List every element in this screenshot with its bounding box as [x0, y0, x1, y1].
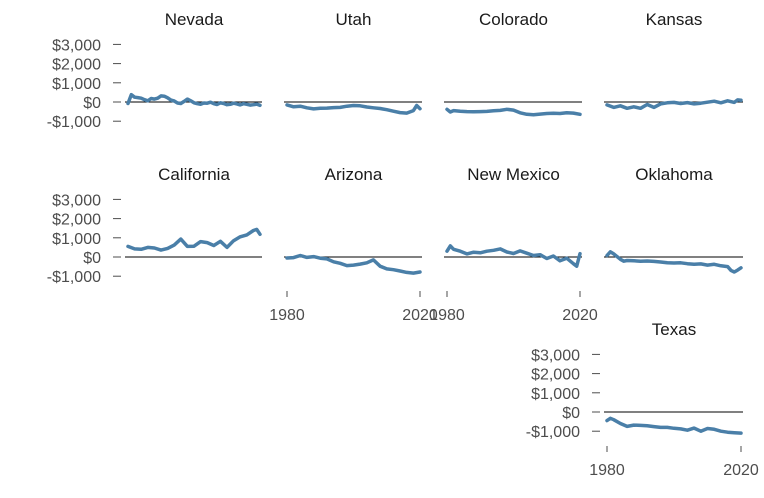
y-tick-label: $1,000 — [52, 76, 101, 93]
panel-title-texas: Texas — [652, 320, 696, 339]
panel-utah: Utah — [284, 10, 422, 115]
panel-title-colorado: Colorado — [479, 10, 548, 29]
y-tick-label: $1,000 — [52, 231, 101, 248]
x-tick-label: 1980 — [429, 307, 465, 324]
series-line-new-mexico — [445, 244, 582, 268]
panel-texas: Texas $3,000 $2,000 $1,000 $0 -$1,000 1980 2020 — [526, 320, 759, 479]
y-tick-label: $2,000 — [52, 212, 101, 229]
panel-california: California $3,000 $2,000 $1,000 $0 -$1,000 — [47, 165, 262, 286]
series-line-texas — [605, 416, 743, 435]
y-tick-label: -$1,000 — [526, 424, 580, 441]
series-line-oklahoma — [605, 250, 743, 274]
y-tick-label: $2,000 — [52, 57, 101, 74]
panel-title-nevada: Nevada — [165, 10, 224, 29]
x-tick-label: 2020 — [402, 307, 438, 324]
panel-oklahoma: Oklahoma — [604, 165, 743, 274]
x-tick-label: 2020 — [562, 307, 598, 324]
x-tick-label: 1980 — [589, 462, 625, 479]
series-line-arizona — [285, 253, 422, 275]
series-line-colorado — [445, 107, 582, 117]
panel-title-oklahoma: Oklahoma — [635, 165, 713, 184]
panel-title-new-mexico: New Mexico — [467, 165, 560, 184]
y-tick-label: -$1,000 — [47, 114, 101, 131]
panel-kansas: Kansas — [604, 10, 743, 111]
series-line-kansas — [605, 98, 743, 111]
panel-arizona: Arizona 1980 2020 — [269, 165, 438, 324]
panel-title-utah: Utah — [336, 10, 372, 29]
y-tick-label: -$1,000 — [47, 269, 101, 286]
y-tick-label: $3,000 — [531, 347, 580, 364]
panel-new-mexico: New Mexico 1980 2020 — [429, 165, 598, 324]
x-tick-label: 1980 — [269, 307, 305, 324]
series-line-utah — [285, 103, 422, 115]
y-tick-label: $1,000 — [531, 386, 580, 403]
panel-title-california: California — [158, 165, 230, 184]
series-line-nevada — [126, 92, 262, 108]
y-tick-label: $0 — [562, 405, 580, 422]
series-line-california — [126, 227, 262, 252]
panel-nevada: Nevada $3,000 $2,000 $1,000 $0 -$1,000 — [47, 10, 262, 131]
y-tick-label: $0 — [83, 250, 101, 267]
y-tick-label: $2,000 — [531, 367, 580, 384]
panel-title-kansas: Kansas — [646, 10, 703, 29]
y-tick-label: $3,000 — [52, 192, 101, 209]
y-tick-label: $3,000 — [52, 37, 101, 54]
x-tick-label: 2020 — [723, 462, 759, 479]
panel-title-arizona: Arizona — [325, 165, 383, 184]
y-tick-label: $0 — [83, 95, 101, 112]
panel-colorado: Colorado — [444, 10, 582, 117]
